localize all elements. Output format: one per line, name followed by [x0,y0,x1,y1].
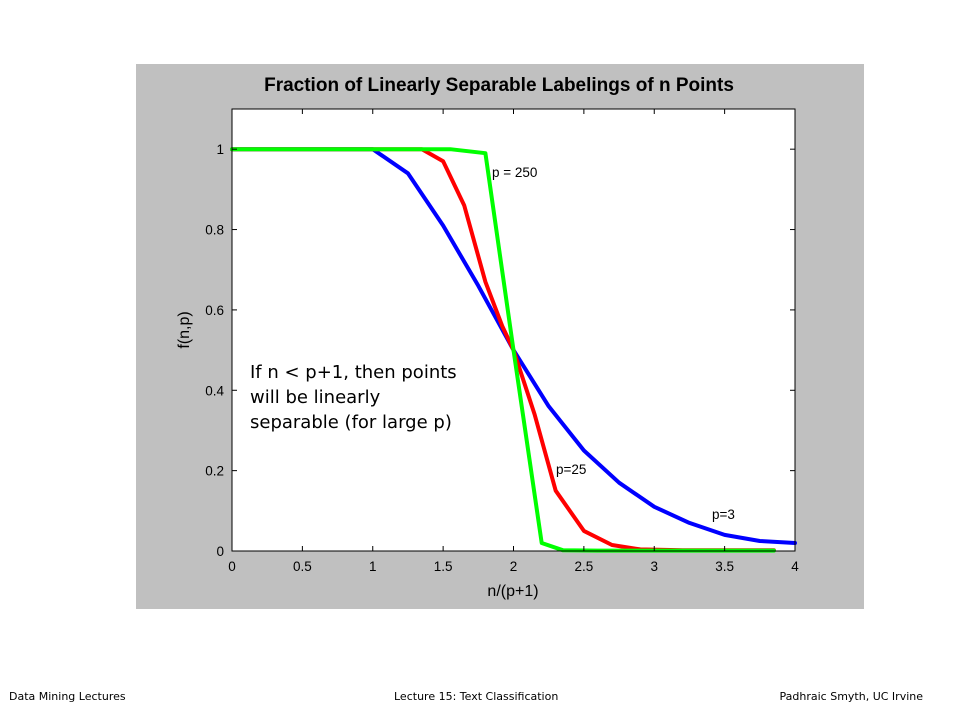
x-tick-label: 1 [369,559,377,574]
x-tick-label: 3 [650,559,658,574]
x-tick-label: 1.5 [434,559,453,574]
footer-author: Padhraic Smyth, UC Irvine [779,690,923,703]
annotation-line: If n < p+1, then points [250,362,457,383]
x-tick-label: 2 [510,559,518,574]
y-axis-ticks: 0 0.2 0.4 0.6 0.8 1 [205,142,795,559]
annotation-line: will be linearly [250,387,381,408]
annotation-line: separable (for large p) [250,412,452,433]
x-tick-label: 0.5 [293,559,312,574]
series-label-p3: p=3 [712,507,735,522]
annotation-text: If n < p+1, then points will be linearly… [250,360,510,435]
x-tick-label: 0 [228,559,236,574]
y-tick-label: 0.6 [205,303,224,318]
x-tick-label: 3.5 [715,559,734,574]
series-label-p250: p = 250 [492,165,537,180]
x-tick-label: 2.5 [574,559,593,574]
y-tick-label: 0.4 [205,383,224,398]
series-label-p25: p=25 [556,462,586,477]
y-axis-label: f(n,p) [176,311,193,348]
chart-title: Fraction of Linearly Separable Labelings… [264,75,734,96]
y-tick-label: 1 [216,142,224,157]
figure-panel: Fraction of Linearly Separable Labelings… [136,64,864,609]
line-chart: Fraction of Linearly Separable Labelings… [176,75,799,600]
y-tick-label: 0 [216,544,224,559]
plot-area [232,109,795,551]
x-tick-label: 4 [791,559,799,574]
footer-lecture: Lecture 15: Text Classification [394,690,559,703]
y-tick-label: 0.8 [205,223,224,238]
x-axis-label: n/(p+1) [487,583,538,600]
y-tick-label: 0.2 [205,464,224,479]
series-line-p3 [230,147,797,545]
footer-course: Data Mining Lectures [9,690,126,703]
x-axis-ticks: 0 0.5 1 1.5 2 2.5 3 3.5 4 [228,109,799,574]
